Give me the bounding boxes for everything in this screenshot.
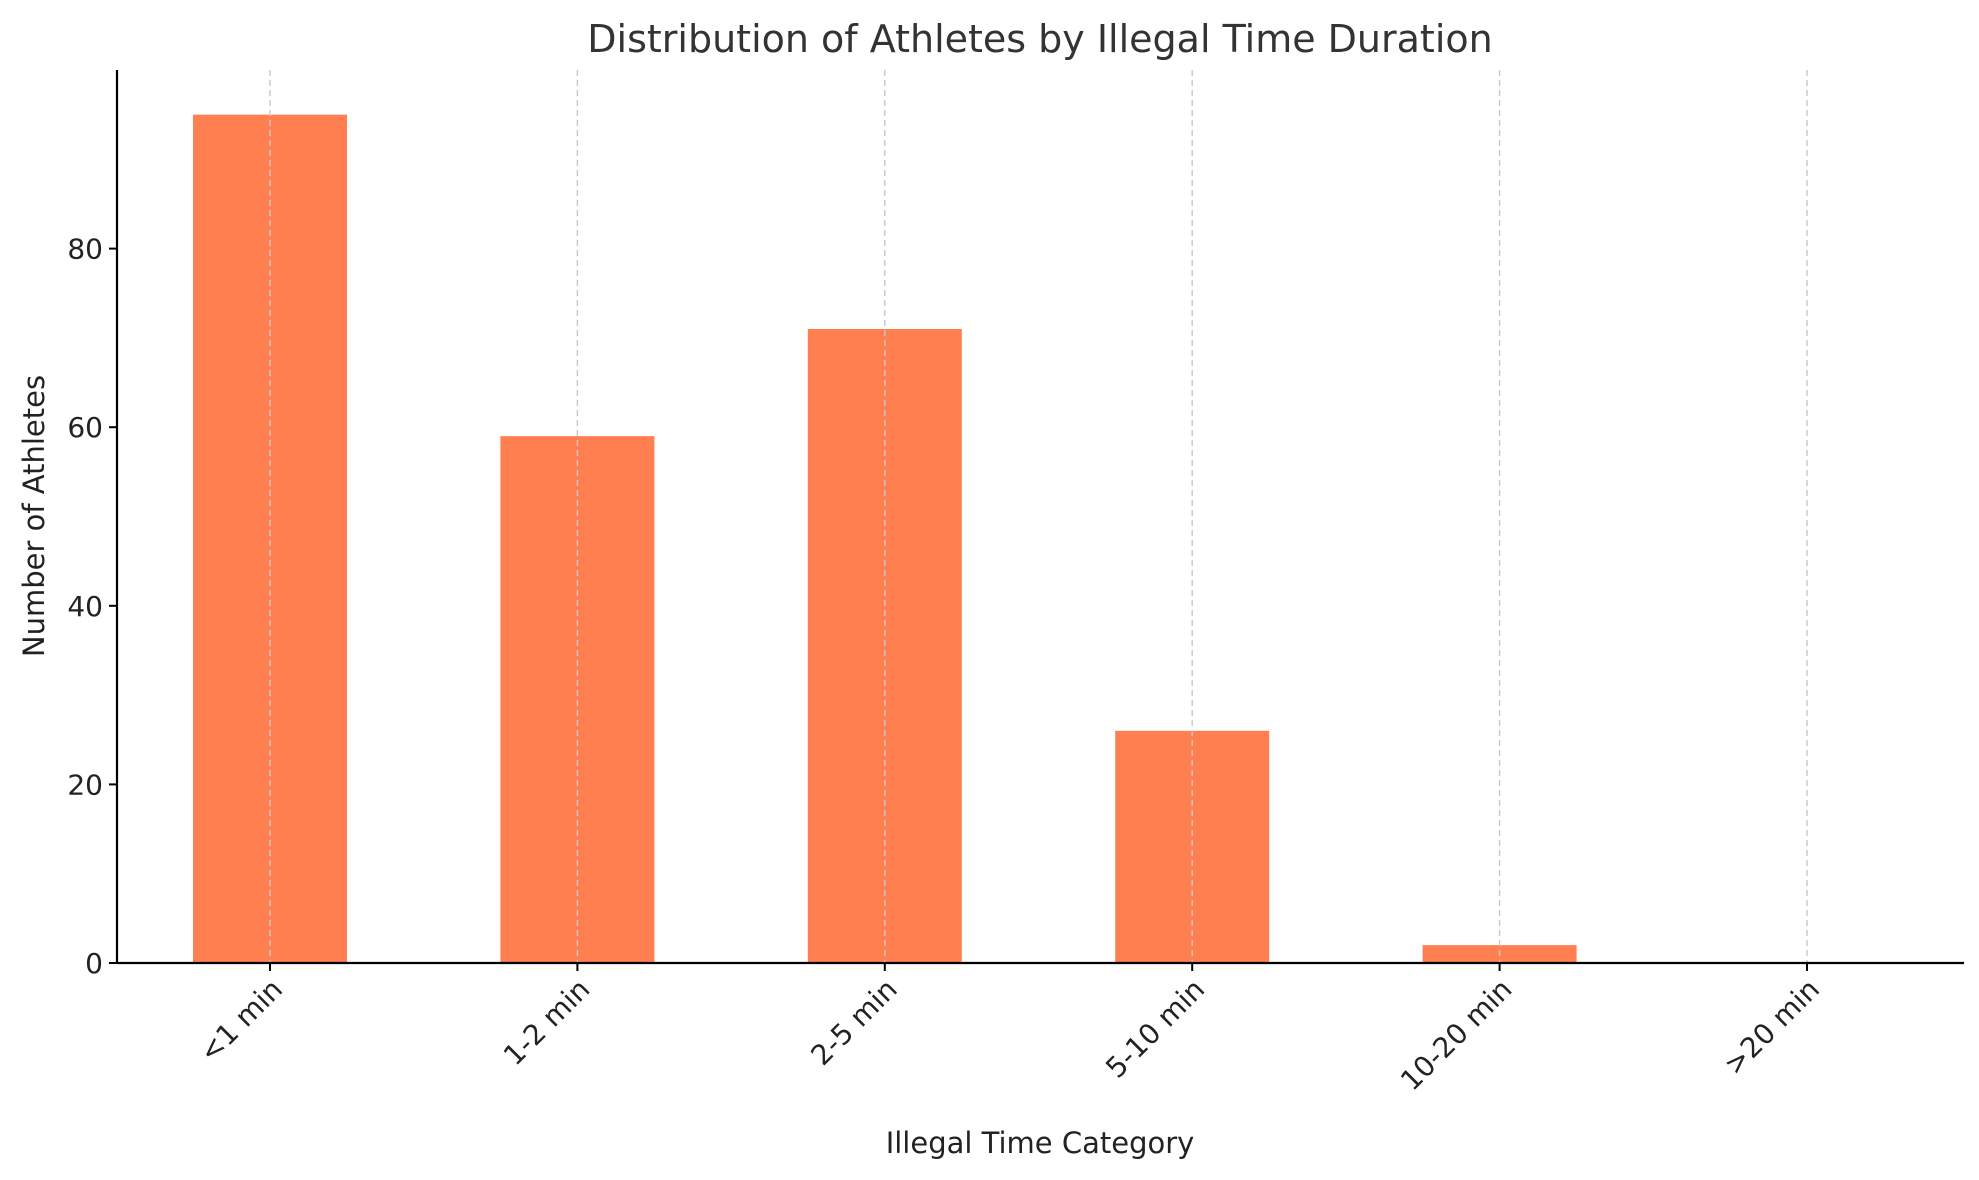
- y-tick-layer: 0 20 40 60 80: [67, 233, 117, 980]
- x-tick-label: 1-2 min: [497, 973, 596, 1072]
- y-tick-label: 20: [67, 768, 103, 801]
- y-tick-label: 80: [67, 233, 103, 266]
- x-tick-layer: <1 min 1-2 min 2-5 min 5-10 min 10-20 min >20…: [193, 963, 1826, 1097]
- y-axis-label: Number of Athletes: [17, 375, 51, 657]
- grid-layer: [269, 70, 1808, 963]
- y-tick-label: 0: [85, 947, 103, 980]
- x-tick-label: 2-5 min: [804, 973, 903, 1072]
- x-tick-label: >20 min: [1717, 973, 1826, 1082]
- bar-layer: [193, 114, 1577, 964]
- x-axis-label: Illegal Time Category: [886, 1126, 1195, 1160]
- x-tick-label: 5-10 min: [1099, 973, 1211, 1085]
- chart-title: Distribution of Athletes by Illegal Time…: [587, 17, 1492, 61]
- y-tick-label: 40: [67, 590, 103, 623]
- x-tick-label: <1 min: [193, 973, 289, 1069]
- y-tick-label: 60: [67, 411, 103, 444]
- axis-layer: [115, 70, 1964, 965]
- x-tick-label: 10-20 min: [1394, 973, 1518, 1097]
